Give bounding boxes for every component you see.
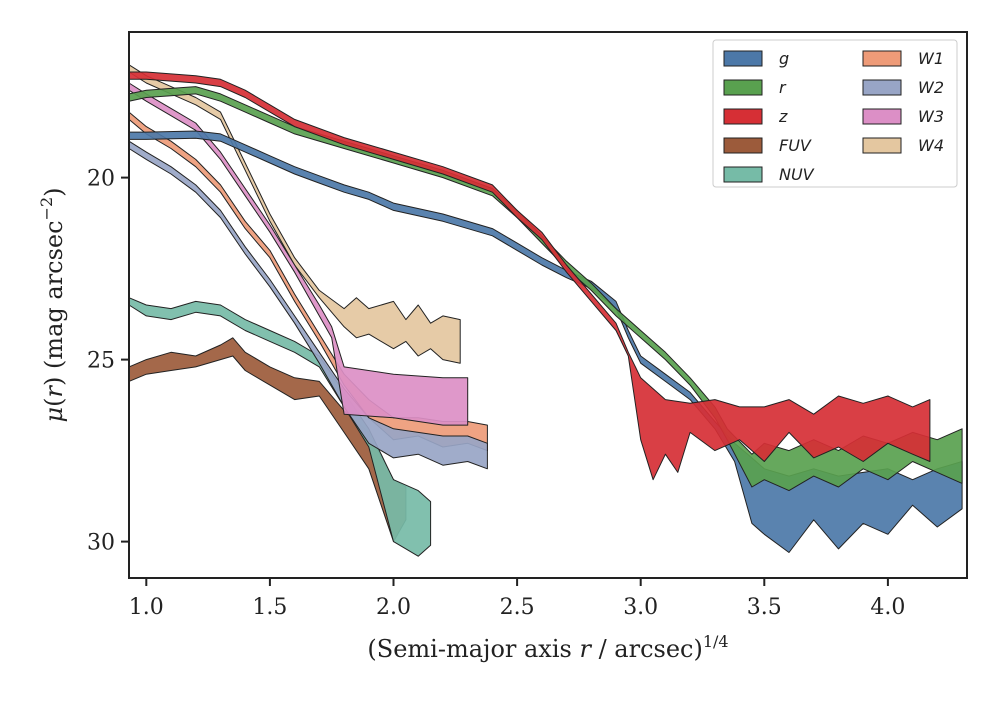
x-tick-label: 3.5	[747, 595, 782, 620]
legend-swatch-g	[723, 50, 763, 67]
y-tick-label: 30	[87, 531, 115, 556]
legend-label-nuv: NUV	[779, 165, 815, 184]
ticks-layer: 1.0 1.5 2.0 2.5 3.0 3.5 4.0 20 25 30	[87, 167, 905, 620]
y-tick-label: 25	[87, 349, 115, 374]
legend-label-w3: W3	[918, 107, 944, 126]
legend-swatch-w4	[862, 137, 902, 154]
band-w3	[128, 82, 469, 426]
legend-label-z: z	[778, 107, 788, 126]
legend-swatch-w2	[862, 79, 902, 96]
chart-legend: grz FUV NUV W1 W2 W3 W4	[712, 39, 958, 188]
band-w4	[128, 64, 461, 364]
legend-label-fuv: FUV	[779, 136, 812, 155]
x-tick-label: 3.0	[623, 595, 658, 620]
x-tick-label: 1.0	[129, 595, 164, 620]
x-tick-label: 1.5	[252, 595, 287, 620]
x-axis-title: (Semi-major axis r / arcsec)1/4	[367, 632, 728, 663]
band-w2	[128, 140, 488, 470]
legend-swatch-w1	[862, 50, 902, 67]
band-g	[128, 130, 963, 553]
legend-label-r: r	[779, 78, 787, 97]
legend-label-g: g	[779, 49, 789, 68]
legend-swatch-r	[723, 79, 763, 96]
legend-label-w2: W2	[918, 78, 944, 97]
legend-swatch-nuv	[723, 166, 763, 183]
plot-frame	[128, 31, 968, 579]
y-axis-title: μ(r) (mag arcsec−2)	[37, 187, 68, 422]
legend-label-w1: W1	[918, 49, 944, 68]
x-tick-label: 2.5	[500, 595, 535, 620]
x-tick-label: 4.0	[870, 595, 905, 620]
legend-label-w4: W4	[918, 136, 944, 155]
legend-swatch-z	[723, 108, 763, 125]
band-nuv	[128, 297, 432, 557]
legend-swatch-w3	[862, 108, 902, 125]
legend-swatch-fuv	[723, 137, 763, 154]
y-tick-label: 20	[87, 167, 115, 192]
band-z	[128, 71, 931, 481]
bands-layer	[128, 64, 963, 557]
x-tick-label: 2.0	[376, 595, 411, 620]
